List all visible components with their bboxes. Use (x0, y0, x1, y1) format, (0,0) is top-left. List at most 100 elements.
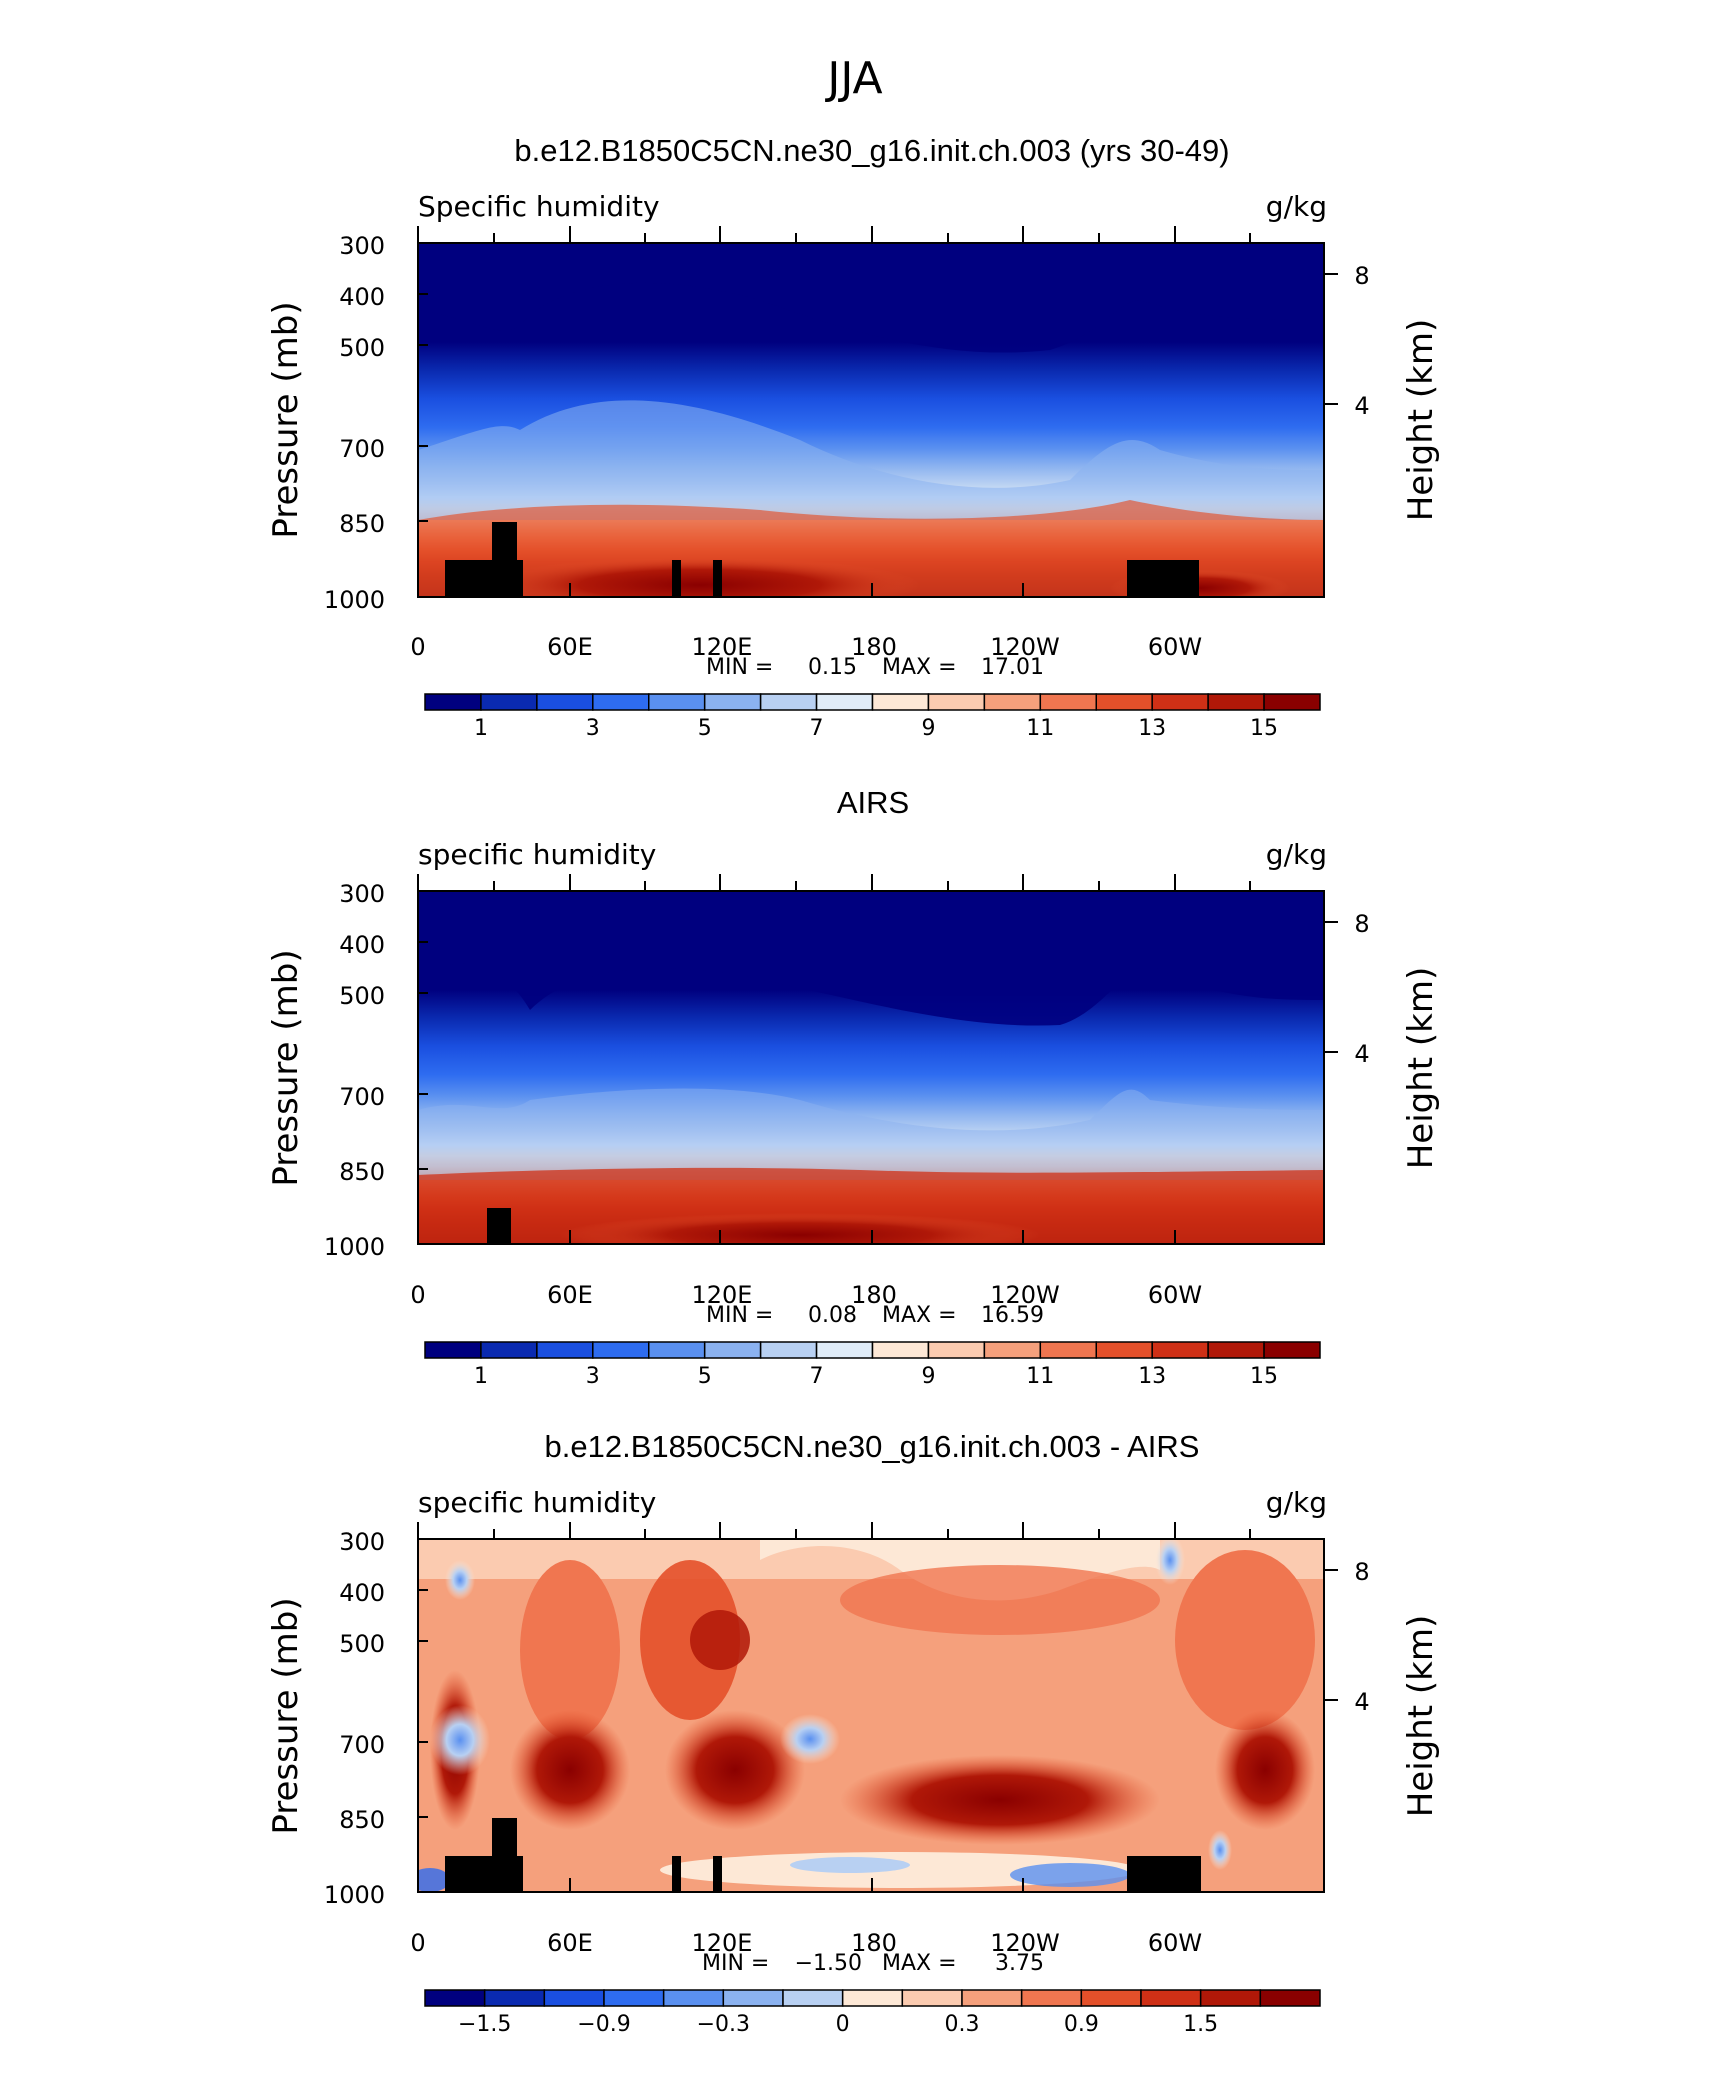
colorbar-label: 9 (921, 1364, 935, 1389)
x-tick-label: 60E (547, 633, 593, 661)
heatmap-field (418, 243, 1324, 597)
colorbar-box (648, 1341, 706, 1359)
right-axis-title: Height (km) (1401, 1615, 1441, 1818)
colorbar-label: 0 (836, 2012, 850, 2037)
y-tick-label: 400 (339, 283, 385, 311)
colorbar-label: 7 (810, 716, 824, 741)
colorbar-label: 11 (1026, 716, 1054, 741)
left-label: specific humidity (418, 838, 656, 871)
min-value: 0.15 (808, 655, 857, 680)
y-axis-right: 8 4 Height (km) (1324, 1558, 1441, 1817)
colorbar-box (961, 1989, 1023, 2007)
colorbar-label: 13 (1138, 716, 1166, 741)
x-tick-label: 180 (851, 1929, 897, 1957)
colorbar-box (703, 693, 762, 711)
colorbar-box (782, 1989, 844, 2007)
y-tick-label: 700 (339, 1731, 385, 1759)
right-axis-title: Height (km) (1401, 319, 1441, 522)
panel-model: b.e12.B1850C5CN.ne30_g16.init.ch.003 (yr… (266, 133, 1441, 741)
right-tick-label: 4 (1354, 1040, 1369, 1068)
colorbar-box (927, 693, 986, 711)
max-label: MAX = (882, 1951, 957, 1976)
colorbar-box (1263, 1341, 1321, 1359)
colorbar-box (1140, 1989, 1202, 2007)
colorbar-box (424, 693, 482, 711)
left-label: Specific humidity (418, 190, 660, 223)
y-axis-right: 8 4 Height (km) (1324, 262, 1441, 521)
y-tick-label: 1000 (324, 1233, 385, 1261)
colorbar-box (483, 1989, 546, 2007)
colorbar-box (901, 1989, 963, 2007)
colorbar-box (722, 1989, 784, 2007)
colorbar: 1 3 5 7 9 11 13 15 (424, 1341, 1321, 1389)
y-axis-left: 300 400 500 700 850 1000 Pressure (mb) (266, 1528, 428, 1909)
min-label: MIN = (702, 1951, 769, 1976)
y-tick-label: 500 (339, 334, 385, 362)
x-tick-label: 0 (410, 1929, 425, 1957)
x-tick-label: 60W (1148, 1281, 1202, 1309)
right-tick-label: 8 (1354, 262, 1369, 290)
y-axis-left: 300 400 500 700 850 1000 Pressure (mb) (266, 232, 428, 614)
colorbar-label: −0.3 (697, 2012, 750, 2037)
colorbar-box (480, 1341, 538, 1359)
y-tick-label: 700 (339, 1083, 385, 1111)
colorbar-label: −1.5 (458, 2012, 511, 2037)
colorbar-box (1259, 1989, 1321, 2007)
right-tick-label: 4 (1354, 1688, 1369, 1716)
y-axis-title: Pressure (mb) (266, 301, 306, 538)
colorbar-label: 3 (586, 1364, 600, 1389)
left-label: specific humidity (418, 1486, 656, 1519)
colorbar-box (1020, 1989, 1083, 2007)
colorbar-box (815, 1341, 874, 1359)
x-axis: 0 60E 120E 180 120W 60W (410, 874, 1251, 1309)
colorbar-label: 1.5 (1183, 2012, 1218, 2037)
colorbar-box (536, 1341, 594, 1359)
y-axis-left: 300 400 500 700 850 1000 Pressure (mb) (266, 880, 428, 1261)
right-tick-label: 8 (1354, 1558, 1369, 1586)
colorbar-label: 0.3 (945, 2012, 980, 2037)
x-axis: 0 60E 120E 180 120W 60W (410, 226, 1251, 661)
colorbar-box (543, 1989, 605, 2007)
y-tick-label: 1000 (324, 1881, 385, 1909)
right-tick-label: 8 (1354, 910, 1369, 938)
colorbar-box (1095, 693, 1153, 711)
y-tick-label: 850 (339, 510, 385, 538)
colorbar-box (424, 1341, 482, 1359)
x-tick-label: 120E (692, 1929, 753, 1957)
colorbar-label: 7 (810, 1364, 824, 1389)
colorbar-label: −0.9 (577, 2012, 630, 2037)
colorbar-box (592, 693, 650, 711)
colorbar-box (983, 693, 1042, 711)
y-axis-right: 8 4 Height (km) (1324, 910, 1441, 1169)
x-tick-label: 0 (410, 633, 425, 661)
min-max-readout: MIN = −1.50 MAX = 3.75 (702, 1951, 1044, 1976)
x-tick-label: 120E (692, 1281, 753, 1309)
colorbar: 1 3 5 7 9 11 13 15 (424, 693, 1321, 741)
right-tick-label: 4 (1354, 392, 1369, 420)
colorbar-label: 1 (474, 716, 488, 741)
y-tick-label: 500 (339, 982, 385, 1010)
colorbar-box (1207, 693, 1265, 711)
colorbar: −1.5 −0.9 −0.3 0 0.3 0.9 1.5 (424, 1989, 1321, 2037)
x-tick-label: 120E (692, 633, 753, 661)
colorbar-label: 9 (921, 716, 935, 741)
min-value: 0.08 (808, 1303, 857, 1328)
max-label: MAX = (882, 1303, 957, 1328)
units-label: g/kg (1266, 190, 1327, 223)
min-label: MIN = (706, 1303, 773, 1328)
min-value: −1.50 (795, 1951, 862, 1976)
colorbar-label: 13 (1138, 1364, 1166, 1389)
x-tick-label: 60W (1148, 1929, 1202, 1957)
colorbar-box (603, 1989, 665, 2007)
colorbar-label: 15 (1250, 716, 1278, 741)
main-title: JJA (824, 53, 882, 104)
colorbar-box (815, 693, 874, 711)
colorbar-box (1095, 1341, 1153, 1359)
units-label: g/kg (1266, 838, 1327, 871)
colorbar-box (536, 693, 594, 711)
y-tick-label: 400 (339, 1579, 385, 1607)
x-axis: 0 60E 120E 180 120W 60W (410, 1522, 1251, 1957)
panel-title: AIRS (837, 785, 909, 820)
colorbar-box (703, 1341, 762, 1359)
max-value: 3.75 (995, 1951, 1044, 1976)
